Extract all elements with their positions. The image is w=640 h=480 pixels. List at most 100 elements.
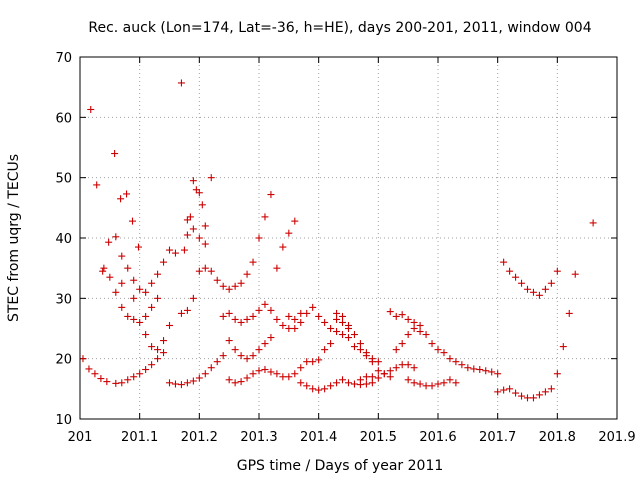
data-points — [79, 79, 597, 402]
data-point — [404, 376, 412, 384]
y-tick-label: 40 — [55, 232, 72, 247]
data-point — [142, 288, 150, 296]
data-point — [166, 246, 173, 254]
data-point — [303, 358, 311, 366]
data-point — [506, 267, 514, 275]
data-point — [589, 219, 597, 227]
data-point — [309, 358, 317, 366]
data-point — [171, 249, 179, 257]
data-point — [512, 389, 520, 397]
data-point — [130, 294, 138, 302]
data-point — [124, 312, 132, 320]
data-point — [130, 315, 138, 323]
data-point — [261, 340, 269, 348]
data-point — [112, 288, 120, 296]
data-point — [285, 325, 293, 332]
data-point — [267, 368, 275, 376]
chart-title: Rec. auck (Lon=174, Lat=-36, h=HE), days… — [88, 20, 591, 36]
data-point — [136, 318, 144, 326]
data-point — [243, 374, 251, 382]
data-point — [500, 386, 508, 394]
data-point — [362, 380, 370, 388]
data-point — [160, 337, 168, 345]
data-point — [134, 243, 142, 251]
data-point — [362, 352, 370, 360]
data-point — [261, 366, 269, 374]
data-point — [535, 391, 543, 399]
data-point — [183, 306, 191, 314]
data-point — [446, 355, 454, 363]
y-tick-label: 30 — [55, 292, 72, 307]
data-point — [446, 376, 454, 384]
data-point — [189, 294, 197, 302]
data-point — [350, 343, 358, 351]
data-point — [350, 331, 358, 339]
data-point — [488, 368, 496, 376]
data-point — [213, 358, 221, 366]
data-point — [117, 195, 125, 203]
data-point — [327, 382, 335, 390]
data-point — [452, 379, 460, 387]
data-point — [136, 370, 144, 378]
data-point — [183, 379, 191, 387]
data-point — [362, 373, 370, 381]
data-point — [171, 380, 179, 388]
data-point — [99, 267, 107, 275]
data-point — [398, 340, 406, 348]
data-point — [118, 303, 126, 311]
data-point — [273, 370, 281, 378]
data-point — [142, 366, 150, 374]
y-tick-label: 60 — [55, 111, 72, 126]
data-point — [547, 279, 555, 287]
data-point — [189, 225, 197, 233]
x-tick-label: 201.9 — [598, 430, 635, 445]
data-point — [386, 367, 394, 375]
data-point — [297, 379, 305, 387]
data-point — [207, 364, 215, 372]
y-axis-label: STEC from uqrg / TECUs — [6, 154, 22, 322]
data-point — [494, 370, 502, 378]
data-point — [166, 379, 173, 387]
data-point — [547, 385, 555, 393]
grid-lines — [80, 57, 617, 419]
data-point — [207, 267, 215, 275]
data-point — [285, 229, 293, 237]
data-point — [356, 340, 364, 348]
data-point — [219, 352, 227, 360]
data-point — [154, 355, 162, 363]
data-point — [524, 394, 531, 402]
data-point — [255, 234, 263, 242]
plot-frame — [79, 56, 618, 420]
data-point — [321, 385, 329, 393]
data-point — [518, 392, 526, 400]
axis-ticks — [79, 56, 618, 420]
data-point — [267, 191, 275, 199]
data-point — [541, 388, 549, 396]
data-point — [374, 374, 382, 382]
x-tick-label: 201.6 — [419, 430, 456, 445]
data-point — [386, 373, 394, 381]
data-point — [112, 379, 120, 387]
data-point — [261, 300, 269, 308]
data-point — [422, 382, 430, 390]
data-point — [565, 309, 573, 317]
data-point — [154, 294, 162, 302]
data-point — [464, 364, 472, 372]
data-point — [494, 388, 502, 396]
data-point — [124, 264, 132, 272]
data-point — [166, 321, 173, 329]
x-tick-label: 201.4 — [300, 430, 337, 445]
data-point — [261, 213, 269, 221]
data-point — [315, 312, 323, 320]
data-point — [571, 270, 579, 278]
data-point — [177, 309, 185, 317]
data-point — [535, 291, 543, 299]
data-point — [148, 343, 156, 351]
data-point — [315, 356, 323, 364]
data-point — [518, 279, 526, 287]
data-point — [339, 312, 347, 320]
data-point — [416, 328, 424, 336]
data-point — [136, 285, 144, 293]
y-tick-label: 70 — [55, 51, 72, 66]
